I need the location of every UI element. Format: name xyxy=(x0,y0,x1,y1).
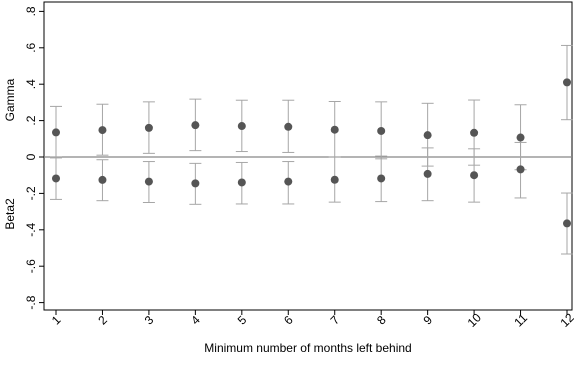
y-tick-label: .6 xyxy=(24,42,38,52)
x-tick-label: 10 xyxy=(465,310,485,330)
data-point xyxy=(516,133,525,142)
x-tick-label: 12 xyxy=(557,310,574,330)
data-point xyxy=(237,122,246,131)
data-point xyxy=(98,126,107,135)
data-point xyxy=(98,175,107,184)
y-axis: .8 .6 .4 .2 0 -.2 -.4 -.6 -.8 xyxy=(24,6,44,310)
data-point xyxy=(52,174,60,183)
y-tick-label: -.2 xyxy=(24,186,38,200)
data-point xyxy=(423,169,432,178)
data-point xyxy=(237,178,246,187)
y-tick-label: .2 xyxy=(24,115,38,125)
data-point xyxy=(330,175,339,184)
y-tick-label: .4 xyxy=(24,79,38,89)
series-group xyxy=(50,141,573,255)
data-point xyxy=(563,78,571,87)
data-point xyxy=(191,179,200,188)
data-point xyxy=(52,128,60,137)
y-axis-label-beta2: Beta2 xyxy=(3,198,17,230)
data-point xyxy=(144,123,153,132)
data-point xyxy=(377,126,386,135)
plot-frame xyxy=(43,1,573,311)
y-tick-label: 0 xyxy=(24,153,38,160)
data-point xyxy=(144,177,153,186)
data-point xyxy=(330,125,339,134)
data-point xyxy=(284,122,293,131)
y-axis-label-gamma: Gamma xyxy=(3,78,17,121)
data-point xyxy=(191,121,200,130)
x-tick-label: 11 xyxy=(511,311,530,330)
data-point xyxy=(516,165,525,174)
data-point xyxy=(470,128,479,137)
data-point xyxy=(563,219,571,228)
data-point xyxy=(470,171,479,180)
y-tick-label: -.6 xyxy=(24,259,38,273)
y-tick-label: .8 xyxy=(24,6,38,16)
y-tick-label: -.4 xyxy=(24,222,38,236)
data-marks xyxy=(50,44,573,255)
data-point xyxy=(423,131,432,140)
y-tick-label: -.8 xyxy=(24,295,38,309)
x-axis: 1 2 3 4 5 6 7 8 9 10 11 12 xyxy=(49,310,574,330)
data-point xyxy=(377,174,386,183)
series-group xyxy=(50,44,573,171)
data-point xyxy=(284,177,293,186)
x-axis-label: Minimum number of months left behind xyxy=(204,341,411,355)
